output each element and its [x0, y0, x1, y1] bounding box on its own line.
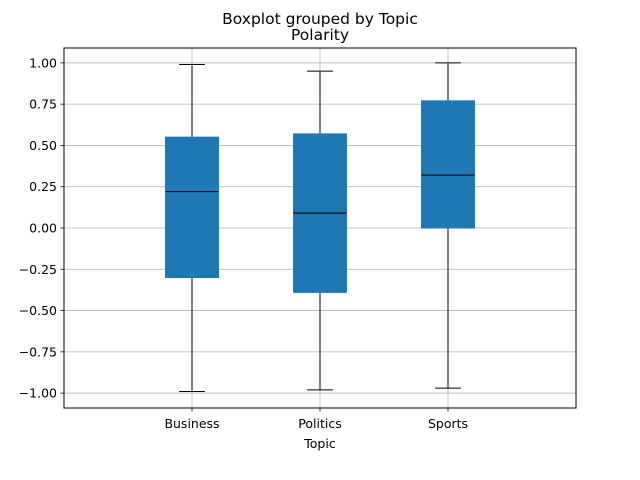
box-business	[165, 64, 219, 392]
y-tick-label: 1.00	[29, 55, 57, 70]
box-sports	[421, 62, 475, 389]
chart-title: Polarity	[291, 26, 349, 44]
box-politics	[293, 70, 347, 391]
x-tick-label: Business	[164, 416, 219, 431]
x-tick-label: Politics	[298, 416, 341, 431]
y-tick-label: −1.00	[19, 386, 57, 401]
x-axis-label: Topic	[303, 436, 336, 451]
tick-layer: −1.00 −0.75 −0.50 −0.25 0.00 0.25 0.50 0.75 1.00…	[19, 55, 468, 431]
y-tick-label: 0.75	[29, 97, 57, 112]
y-tick-label: −0.50	[19, 303, 57, 318]
box-body	[421, 100, 475, 229]
x-tick-label: Sports	[428, 416, 468, 431]
box-body	[165, 136, 219, 279]
y-tick-label: 0.50	[29, 138, 57, 153]
y-tick-label: 0.25	[29, 179, 57, 194]
box-layer	[165, 62, 475, 392]
y-tick-label: −0.75	[19, 344, 57, 359]
y-tick-label: −0.25	[19, 262, 57, 277]
chart-suptitle: Boxplot grouped by Topic	[222, 10, 418, 28]
y-tick-label: 0.00	[29, 221, 57, 236]
